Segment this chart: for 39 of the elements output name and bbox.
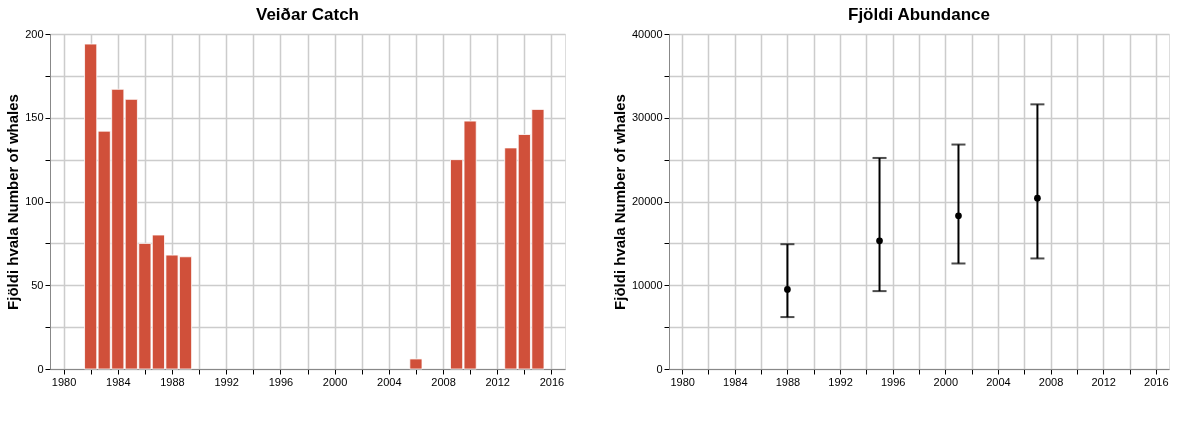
point bbox=[955, 212, 962, 220]
x-tick-label: 1984 bbox=[106, 375, 131, 388]
x-tick-label: 1996 bbox=[268, 375, 294, 388]
chart-title: Fjöldi Abundance bbox=[848, 5, 990, 24]
x-tick-label: 1992 bbox=[214, 375, 239, 388]
x-tick-label: 2000 bbox=[322, 375, 348, 388]
x-tick-label: 1984 bbox=[723, 375, 748, 388]
y-tick-label: 40000 bbox=[631, 27, 663, 40]
x-tick-label: 2008 bbox=[1038, 375, 1064, 388]
y-tick-label: 150 bbox=[25, 111, 44, 124]
y-tick-label: 10000 bbox=[631, 278, 663, 291]
x-tick-label: 1988 bbox=[775, 375, 801, 388]
y-tick-label: 20000 bbox=[631, 195, 663, 207]
y-axis-title: Fjöldi hvala Number of whales bbox=[4, 94, 22, 310]
x-tick-label: 2000 bbox=[933, 375, 959, 388]
y-tick-label: 0 bbox=[37, 362, 44, 375]
x-tick-label: 2004 bbox=[986, 375, 1011, 388]
x-tick-label: 2004 bbox=[377, 375, 402, 388]
point bbox=[876, 237, 883, 245]
x-tick-label: 1988 bbox=[160, 375, 185, 388]
x-tick-label: 2012 bbox=[485, 375, 510, 388]
y-tick-label: 0 bbox=[656, 362, 663, 375]
y-tick-label: 50 bbox=[31, 278, 44, 291]
point bbox=[1034, 194, 1041, 202]
x-tick-label: 2016 bbox=[1144, 375, 1169, 388]
x-tick-label: 2016 bbox=[539, 375, 565, 388]
y-tick-label: 100 bbox=[25, 195, 44, 207]
x-tick-label: 1980 bbox=[51, 375, 77, 388]
y-axis-title: Fjöldi hvala Number of whales bbox=[610, 94, 628, 310]
point bbox=[784, 286, 791, 293]
x-tick-label: 1980 bbox=[670, 375, 695, 388]
chart-title: Veiðar Catch bbox=[256, 5, 359, 24]
y-tick-label: 30000 bbox=[631, 111, 663, 124]
bar bbox=[409, 358, 423, 370]
y-tick-label: 200 bbox=[25, 27, 44, 40]
x-tick-label: 2012 bbox=[1091, 375, 1116, 388]
x-tick-label: 2008 bbox=[431, 375, 456, 388]
x-tick-label: 1996 bbox=[880, 375, 906, 388]
x-tick-label: 1992 bbox=[828, 375, 853, 388]
